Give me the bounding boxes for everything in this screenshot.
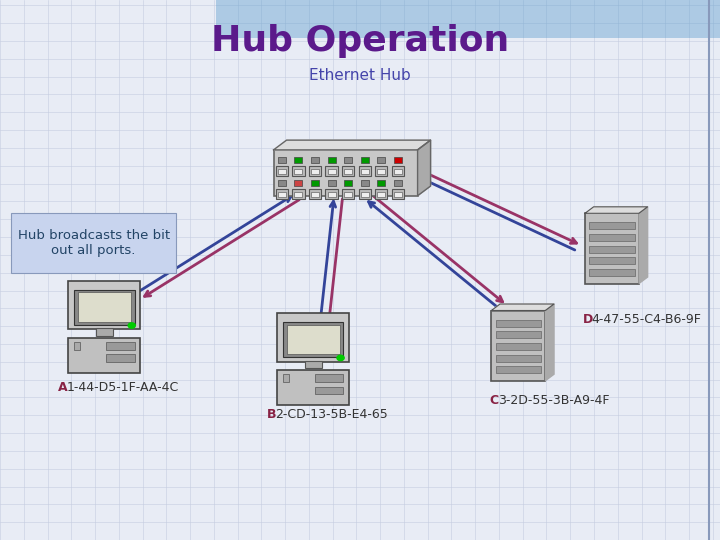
Bar [106, 342, 135, 350]
FancyBboxPatch shape [68, 281, 140, 329]
Text: 2-CD-13-5B-E4-65: 2-CD-13-5B-E4-65 [275, 408, 388, 421]
Bar [328, 192, 336, 197]
Polygon shape [274, 140, 431, 150]
Text: 4-47-55-C4-B6-9F: 4-47-55-C4-B6-9F [592, 313, 702, 326]
Bar [294, 192, 302, 197]
Bar [361, 157, 369, 163]
Bar [590, 234, 635, 241]
Text: B: B [266, 408, 276, 421]
FancyBboxPatch shape [287, 325, 340, 354]
Bar [394, 169, 402, 174]
Bar [278, 157, 286, 163]
Bar [315, 374, 343, 382]
Bar [377, 169, 385, 174]
Bar [216, 0, 720, 38]
Circle shape [337, 355, 344, 361]
FancyBboxPatch shape [274, 150, 418, 195]
Text: Hub broadcasts the bit
out all ports.: Hub broadcasts the bit out all ports. [17, 229, 170, 257]
Bar [294, 157, 302, 163]
FancyBboxPatch shape [68, 338, 140, 373]
Bar [292, 189, 305, 199]
Circle shape [128, 323, 135, 328]
Bar [328, 180, 336, 186]
Bar [278, 169, 286, 174]
Bar [294, 180, 302, 186]
Bar [496, 320, 541, 327]
Bar [344, 180, 352, 186]
Bar [311, 157, 319, 163]
Polygon shape [639, 207, 648, 284]
Bar [394, 192, 402, 197]
Bar [311, 180, 319, 186]
FancyBboxPatch shape [277, 370, 349, 405]
Bar [394, 157, 402, 163]
Bar [496, 331, 541, 338]
Text: Hub Operation: Hub Operation [211, 24, 509, 58]
Bar [342, 166, 354, 176]
Bar [328, 169, 336, 174]
Bar [311, 169, 319, 174]
Bar [361, 169, 369, 174]
Bar [344, 157, 352, 163]
Bar [375, 166, 387, 176]
Bar [590, 258, 635, 265]
Bar [377, 157, 385, 163]
Bar [283, 374, 289, 382]
Bar [344, 192, 352, 197]
Text: D: D [583, 313, 593, 326]
FancyBboxPatch shape [11, 213, 176, 273]
Bar [344, 169, 352, 174]
Bar [590, 246, 635, 253]
Polygon shape [546, 304, 554, 381]
Text: C: C [490, 394, 499, 407]
Bar [294, 169, 302, 174]
FancyBboxPatch shape [74, 289, 135, 325]
Bar [361, 192, 369, 197]
Text: A: A [58, 381, 67, 394]
Polygon shape [418, 140, 431, 195]
Bar [496, 343, 541, 350]
Text: 1-44-D5-1F-AA-4C: 1-44-D5-1F-AA-4C [66, 381, 179, 394]
Bar [328, 157, 336, 163]
Bar [309, 189, 321, 199]
Bar [394, 180, 402, 186]
Text: 3-2D-55-3B-A9-4F: 3-2D-55-3B-A9-4F [498, 394, 610, 407]
Bar [325, 166, 338, 176]
Bar [359, 189, 371, 199]
Bar [106, 354, 135, 362]
FancyBboxPatch shape [283, 322, 343, 357]
Bar [361, 180, 369, 186]
Bar [325, 189, 338, 199]
Bar [377, 192, 385, 197]
Bar [590, 269, 635, 276]
Bar [496, 366, 541, 373]
Bar [276, 189, 288, 199]
Text: Ethernet Hub: Ethernet Hub [309, 68, 411, 83]
FancyBboxPatch shape [78, 292, 131, 322]
Bar [315, 387, 343, 394]
Bar [74, 342, 80, 350]
Bar [96, 328, 113, 336]
Bar [585, 213, 639, 284]
Bar [375, 189, 387, 199]
Polygon shape [585, 207, 648, 213]
Bar [311, 192, 319, 197]
Bar [392, 166, 404, 176]
Bar [309, 166, 321, 176]
Bar [342, 189, 354, 199]
Bar [276, 166, 288, 176]
Bar [491, 310, 546, 381]
Bar [359, 166, 371, 176]
Bar [292, 166, 305, 176]
FancyBboxPatch shape [277, 313, 349, 362]
Bar [590, 222, 635, 230]
Bar [305, 361, 322, 368]
Bar [496, 355, 541, 362]
Bar [278, 180, 286, 186]
Polygon shape [491, 304, 554, 310]
Bar [377, 180, 385, 186]
Bar [392, 189, 404, 199]
Bar [278, 192, 286, 197]
